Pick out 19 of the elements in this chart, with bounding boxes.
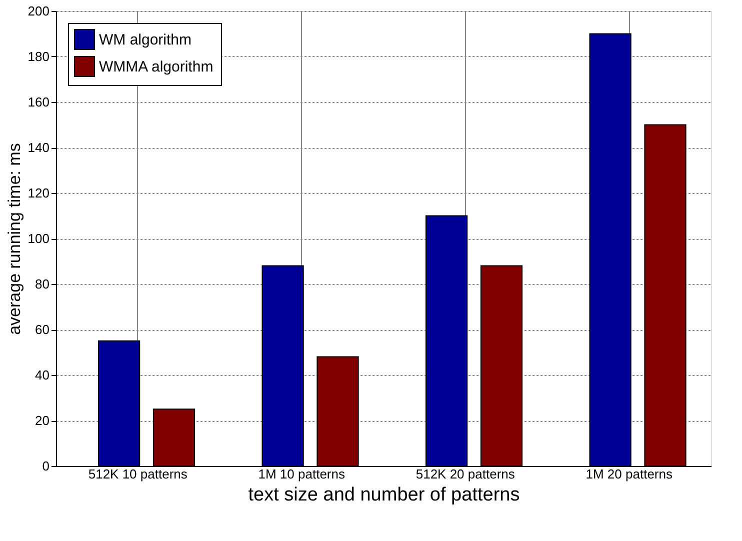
y-tick-label: 80	[35, 276, 50, 292]
x-tick-label: 1M 10 patterns	[258, 466, 346, 482]
legend-label: WM algorithm	[99, 32, 192, 48]
y-axis-title: average running time: ms	[4, 143, 24, 335]
y-tick-label: 140	[28, 140, 50, 155]
y-tick-label: 0	[42, 458, 50, 474]
legend-label: WMMA algorithm	[99, 58, 214, 76]
x-tick-label: 512K 20 patterns	[416, 466, 516, 482]
y-tick-label: 100	[28, 231, 50, 246]
y-tick-label: 60	[35, 322, 50, 337]
y-tick-label: 200	[28, 4, 50, 18]
y-tick-label: 120	[28, 186, 50, 200]
y-tick-label: 160	[28, 94, 50, 110]
y-tick-label: 40	[35, 368, 50, 382]
y-tick-label: 20	[35, 413, 50, 428]
x-axis-title: text size and number of patterns	[248, 484, 520, 506]
x-tick-label: 1M 20 patterns	[586, 466, 673, 482]
x-tick-label: 512K 10 patterns	[88, 466, 188, 482]
y-tick-label: 180	[28, 49, 50, 64]
